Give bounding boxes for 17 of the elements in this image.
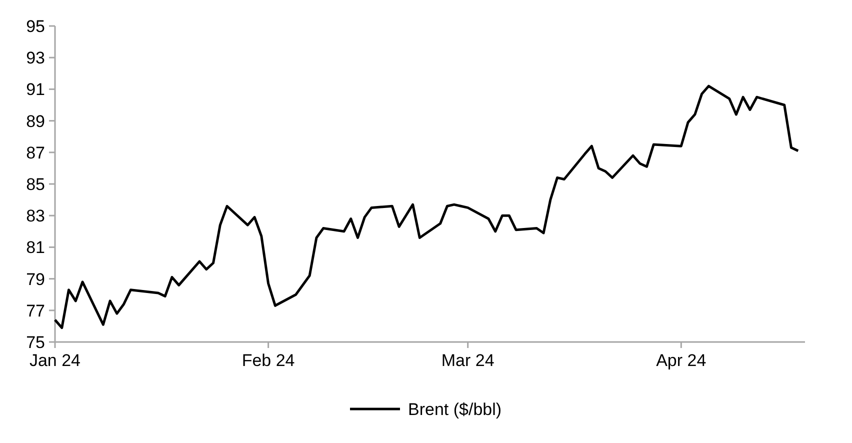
- legend-label: Brent ($/bbl): [408, 400, 502, 419]
- line-series: [54, 84, 800, 330]
- x-tick-label: Feb 24: [242, 351, 295, 370]
- y-tick-label: 87: [26, 143, 45, 162]
- y-tick-label: 91: [26, 80, 45, 100]
- y-tick-label: 81: [26, 238, 45, 258]
- y-tick-label: 77: [26, 301, 45, 320]
- y-tick-label: 93: [26, 48, 45, 68]
- y-tick-label: 83: [26, 206, 45, 226]
- y-tick-label: 79: [26, 270, 45, 289]
- x-tick-label: Apr 24: [656, 351, 706, 370]
- y-tick-label: 95: [26, 16, 45, 36]
- y-tick-label: 85: [26, 174, 45, 194]
- y-tick-label: 89: [26, 112, 45, 131]
- x-tick-label: Mar 24: [441, 351, 494, 370]
- y-tick-label: 75: [26, 332, 45, 352]
- x-tick-label: Jan 24: [29, 351, 81, 370]
